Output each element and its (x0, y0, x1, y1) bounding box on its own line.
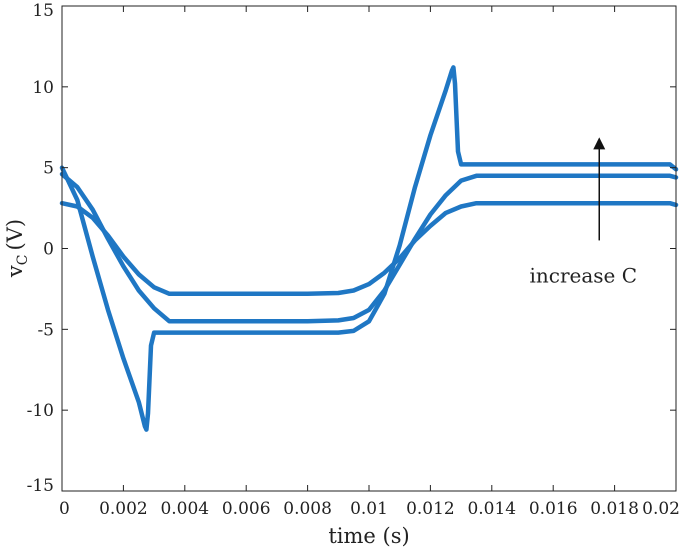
y-axis-label-unit: (V) (3, 219, 27, 251)
y-axis-label: vC (V) (3, 219, 31, 278)
y-tick-label: 0 (43, 240, 54, 260)
x-tick-label: 0.02 (642, 499, 680, 519)
y-tick-label: 5 (43, 159, 54, 179)
x-axis-label: time (s) (328, 524, 409, 548)
plot-area (62, 6, 676, 491)
x-tick-label: 0.016 (529, 499, 578, 519)
x-tick-label: 0.018 (590, 499, 639, 519)
series-line-2 (59, 171, 679, 324)
x-tick-label: 0.012 (406, 499, 455, 519)
series-line-3 (59, 200, 679, 297)
increase-c-annotation: increase C (529, 263, 637, 287)
ticks-layer (61, 5, 677, 492)
y-axis-label-symbol: v (3, 265, 27, 278)
y-tick-labels: -15 -10 -5 0 5 10 15 (27, 1, 54, 496)
x-tick-label: 0.004 (160, 499, 209, 519)
x-tick-label: 0.008 (283, 499, 332, 519)
y-tick-label: 15 (32, 1, 54, 21)
series-layer (59, 65, 679, 432)
y-tick-label: -10 (27, 401, 54, 421)
y-axis-label-subscript: C (15, 254, 31, 265)
x-tick-label: 0.01 (350, 499, 388, 519)
x-tick-label: 0.014 (467, 499, 516, 519)
y-tick-label: -5 (37, 320, 54, 340)
x-tick-label: 0 (59, 499, 70, 519)
series-line-1 (59, 65, 679, 432)
y-tick-label: 10 (32, 78, 54, 98)
y-tick-label: -15 (27, 476, 54, 496)
x-tick-label: 0.006 (222, 499, 271, 519)
x-tick-labels: 0 0.002 0.004 0.006 0.008 0.01 0.012 0.014 0.016… (59, 499, 680, 519)
svg-text:vC(V): vC (V) (3, 219, 31, 278)
x-tick-label: 0.002 (99, 499, 148, 519)
